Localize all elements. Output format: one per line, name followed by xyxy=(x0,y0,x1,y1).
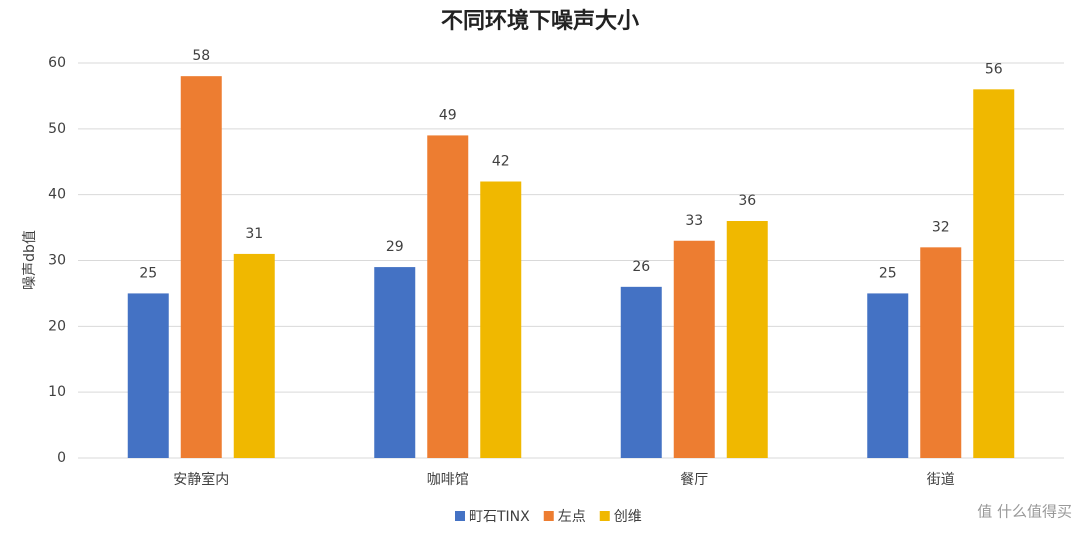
y-tick-label: 0 xyxy=(57,450,66,466)
watermark: 值 什么值得买 xyxy=(977,503,1072,521)
legend-label: 左点 xyxy=(558,509,586,525)
value-label: 26 xyxy=(632,259,650,275)
legend-swatch xyxy=(455,511,465,521)
bar xyxy=(427,135,469,458)
value-label: 49 xyxy=(439,107,457,123)
bar xyxy=(867,293,909,458)
y-tick-label: 10 xyxy=(48,384,66,400)
x-tick-label: 安静室内 xyxy=(173,471,229,488)
chart-title: 不同环境下噪声大小 xyxy=(441,8,639,34)
bar xyxy=(480,181,522,458)
value-label: 42 xyxy=(492,154,510,170)
bar xyxy=(920,247,962,458)
y-tick-label: 60 xyxy=(48,55,66,71)
value-label: 31 xyxy=(245,226,263,242)
y-tick-label: 30 xyxy=(48,253,66,269)
legend-label: 町石TINX xyxy=(469,509,530,525)
y-tick-label: 50 xyxy=(48,121,66,137)
legend-swatch xyxy=(599,511,610,521)
x-tick-label: 咖啡馆 xyxy=(427,472,469,488)
bar xyxy=(233,253,275,458)
bar xyxy=(374,267,416,458)
bar xyxy=(127,293,169,458)
y-axis-label: 噪声db值 xyxy=(22,230,38,290)
bar xyxy=(726,221,768,458)
value-label: 32 xyxy=(932,219,950,235)
bar xyxy=(180,76,222,459)
value-label: 58 xyxy=(192,48,210,64)
value-label: 36 xyxy=(738,193,756,209)
bar xyxy=(673,240,715,458)
bar xyxy=(620,286,662,458)
legend-label: 创维 xyxy=(614,509,642,525)
value-label: 29 xyxy=(386,239,404,255)
y-tick-label: 20 xyxy=(48,318,66,334)
value-label: 56 xyxy=(985,61,1003,77)
x-tick-label: 街道 xyxy=(927,472,955,488)
legend-swatch xyxy=(543,511,554,521)
x-tick-label: 餐厅 xyxy=(680,472,708,488)
bar xyxy=(973,89,1015,458)
value-label: 25 xyxy=(139,265,157,281)
value-label: 25 xyxy=(879,265,897,281)
value-label: 33 xyxy=(685,213,703,229)
y-tick-label: 40 xyxy=(48,187,66,203)
